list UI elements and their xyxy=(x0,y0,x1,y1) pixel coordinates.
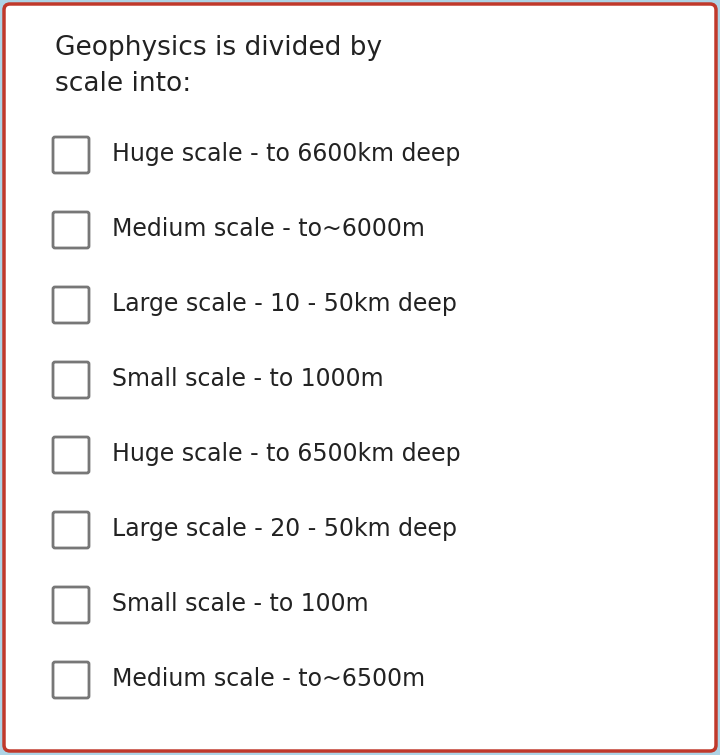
Text: Huge scale - to 6500km deep: Huge scale - to 6500km deep xyxy=(112,442,461,466)
FancyBboxPatch shape xyxy=(53,512,89,548)
FancyBboxPatch shape xyxy=(53,587,89,623)
Text: Small scale - to 100m: Small scale - to 100m xyxy=(112,592,369,616)
FancyBboxPatch shape xyxy=(53,362,89,398)
Text: Medium scale - to~6000m: Medium scale - to~6000m xyxy=(112,217,425,241)
FancyBboxPatch shape xyxy=(4,4,716,751)
Text: Medium scale - to~6500m: Medium scale - to~6500m xyxy=(112,667,425,691)
FancyBboxPatch shape xyxy=(53,287,89,323)
FancyBboxPatch shape xyxy=(53,437,89,473)
FancyBboxPatch shape xyxy=(53,662,89,698)
Text: Geophysics is divided by
scale into:: Geophysics is divided by scale into: xyxy=(55,35,382,97)
Text: Small scale - to 1000m: Small scale - to 1000m xyxy=(112,367,384,391)
Text: Large scale - 10 - 50km deep: Large scale - 10 - 50km deep xyxy=(112,292,457,316)
FancyBboxPatch shape xyxy=(53,137,89,173)
FancyBboxPatch shape xyxy=(53,212,89,248)
Text: Large scale - 20 - 50km deep: Large scale - 20 - 50km deep xyxy=(112,517,457,541)
Text: Huge scale - to 6600km deep: Huge scale - to 6600km deep xyxy=(112,142,460,166)
